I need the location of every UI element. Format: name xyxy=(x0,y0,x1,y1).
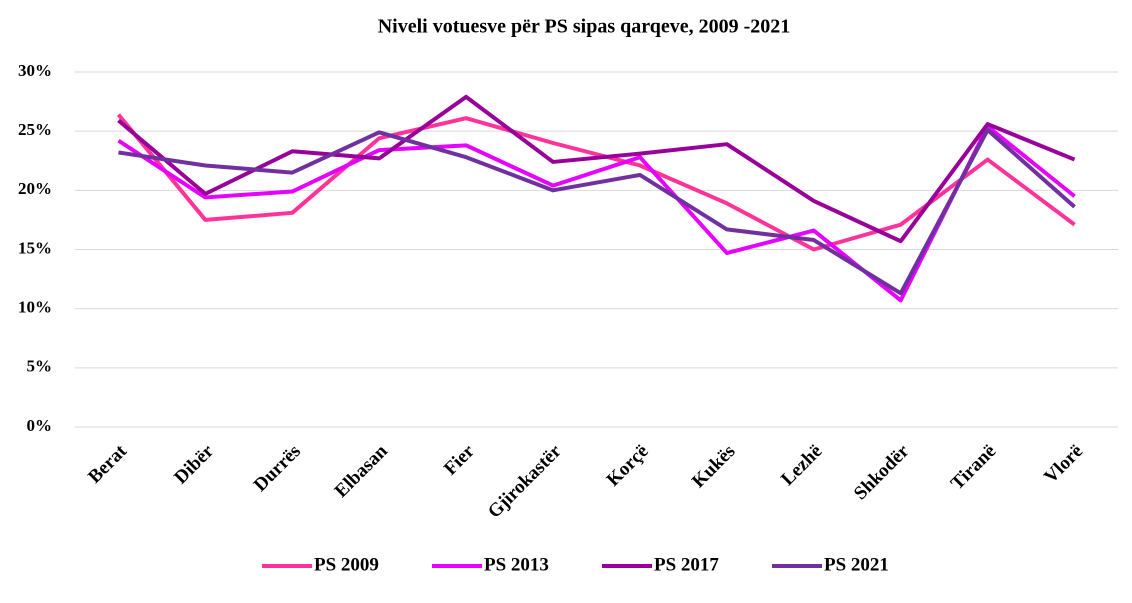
x-tick-label: Dibër xyxy=(170,440,218,488)
x-tick-label: Shkodër xyxy=(850,440,914,504)
y-tick-label: 10% xyxy=(18,298,52,317)
x-tick-label: Berat xyxy=(84,440,131,487)
y-tick-label: 5% xyxy=(27,357,53,376)
y-tick-label: 30% xyxy=(18,61,52,80)
x-tick-label: Korçë xyxy=(603,441,653,491)
series-line xyxy=(118,127,1076,296)
x-tick-label: Vlorë xyxy=(1040,441,1087,488)
legend-label: PS 2017 xyxy=(654,554,719,575)
y-tick-label: 25% xyxy=(18,120,52,139)
chart-title: Niveli votuesve për PS sipas qarqeve, 20… xyxy=(378,16,791,38)
x-tick-label: Lezhë xyxy=(777,441,826,490)
series-line xyxy=(117,124,1076,303)
x-tick-label: Tiranë xyxy=(947,441,1000,494)
legend-label: PS 2009 xyxy=(314,554,379,575)
series-line xyxy=(116,113,1076,252)
x-tick-label: Elbasan xyxy=(331,440,392,501)
x-tick-label: Fier xyxy=(440,440,479,479)
x-tick-label: Gjirokastër xyxy=(484,440,566,522)
y-tick-label: 0% xyxy=(27,416,53,435)
x-tick-label: Kukës xyxy=(688,441,739,492)
y-tick-label: 20% xyxy=(18,179,52,198)
legend-label: PS 2013 xyxy=(484,554,549,575)
x-tick-label: Durrës xyxy=(250,441,305,496)
y-tick-label: 15% xyxy=(18,238,52,257)
legend-label: PS 2021 xyxy=(824,554,889,575)
series-line xyxy=(117,94,1076,244)
